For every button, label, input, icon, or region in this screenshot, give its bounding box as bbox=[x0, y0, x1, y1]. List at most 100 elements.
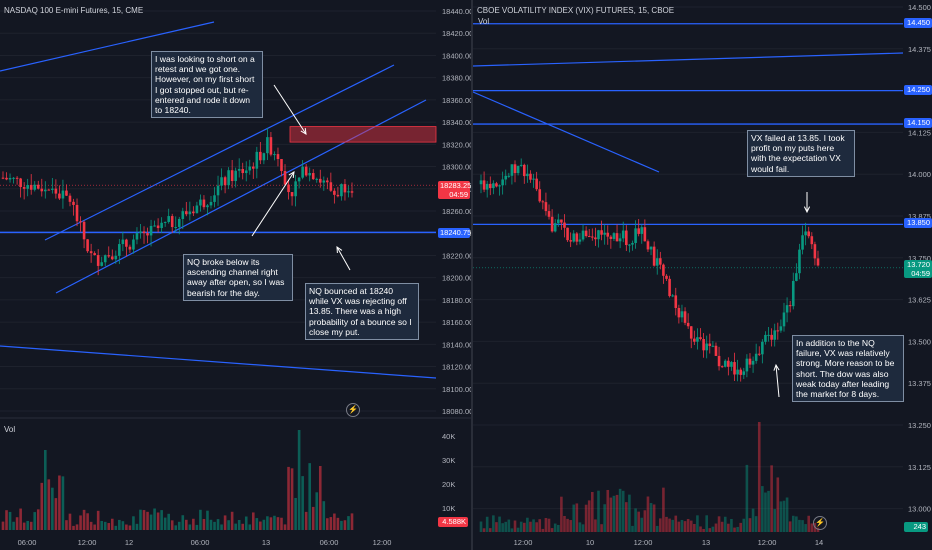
vix-volume-bar bbox=[581, 524, 585, 532]
nq-volume-bar bbox=[244, 516, 248, 530]
panel-divider[interactable] bbox=[471, 0, 473, 550]
vix-candle-body bbox=[612, 233, 616, 239]
vix-candle-body bbox=[526, 173, 529, 177]
nq-price-tick: 18180.00 bbox=[442, 296, 472, 305]
nq-chart-panel[interactable]: 18440.00 18420.00 18400.00 18380.00 18360.00… bbox=[0, 0, 472, 550]
nq-volume-bar bbox=[248, 524, 252, 530]
vix-time-tick: 14 bbox=[815, 538, 823, 547]
vix-chart-canvas[interactable]: 14.500 14.375 14.250 14.125 14.000 13.875 13.7… bbox=[473, 0, 932, 550]
vix-candle-body bbox=[739, 369, 743, 375]
vix-volume-bar bbox=[575, 503, 579, 532]
vix-volume-bar bbox=[606, 489, 610, 532]
vix-candle-body bbox=[575, 233, 579, 242]
nq-candle-body bbox=[29, 185, 33, 190]
nq-volume-bar bbox=[181, 515, 185, 530]
vix-volume-bar bbox=[553, 523, 557, 532]
vix-volume-bar bbox=[699, 526, 702, 532]
nq-time-tick: 12:00 bbox=[373, 538, 392, 547]
nq-chart-canvas[interactable]: 18440.00 18420.00 18400.00 18380.00 18360.00… bbox=[0, 0, 472, 550]
vix-chart-panel[interactable]: 14.500 14.375 14.250 14.125 14.000 13.875 13.7… bbox=[473, 0, 932, 550]
vix-candle-body bbox=[504, 175, 508, 180]
nq-countdown: 04:59 bbox=[449, 190, 468, 199]
vix-volume-bar bbox=[655, 525, 659, 532]
vix-volume-bar bbox=[674, 515, 678, 532]
nq-candle-body bbox=[177, 218, 181, 228]
nq-volume-bar bbox=[273, 515, 276, 530]
vix-candle-body bbox=[720, 366, 724, 368]
nq-volume-tick: 20K bbox=[442, 480, 455, 489]
nq-arrow-bounce bbox=[336, 246, 351, 271]
vix-volume-bar bbox=[612, 495, 616, 532]
nq-volume-bar bbox=[220, 524, 223, 530]
vix-candle-body bbox=[516, 165, 520, 174]
vix-candle-body bbox=[615, 233, 619, 242]
vix-chart-title: CBOE VOLATILITY INDEX (VIX) FUTURES, 15,… bbox=[477, 6, 675, 15]
nq-candle-body bbox=[128, 246, 132, 250]
vix-time-tick: 12:00 bbox=[634, 538, 653, 547]
lightning-icon-vix[interactable]: ⚡ bbox=[813, 516, 827, 530]
vix-volume-bar bbox=[621, 490, 625, 532]
vix-candle-body bbox=[631, 243, 634, 245]
nq-volume-bar bbox=[234, 523, 237, 530]
nq-candle-body bbox=[174, 227, 178, 229]
vix-volume-bar bbox=[720, 521, 724, 532]
vix-volume-bar bbox=[795, 516, 798, 532]
nq-candle-body bbox=[19, 178, 22, 188]
vix-volume-bar bbox=[652, 504, 656, 532]
vix-volume-bar bbox=[538, 519, 542, 532]
nq-volume-bar bbox=[47, 479, 51, 530]
vix-candle-body bbox=[479, 180, 483, 185]
vix-volume-bar bbox=[702, 528, 705, 532]
vix-candle-body bbox=[501, 179, 504, 186]
vix-volume-bar bbox=[708, 528, 712, 532]
vix-volume-bar bbox=[640, 517, 644, 532]
nq-last-volume-tag: 4.588K bbox=[438, 517, 468, 527]
vix-volume-bar bbox=[773, 509, 777, 532]
vix-volume-bar bbox=[767, 490, 770, 532]
vix-volume-bar bbox=[501, 523, 504, 532]
vix-volume-bar bbox=[798, 519, 801, 532]
vix-candle-body bbox=[773, 330, 777, 340]
nq-candle-body bbox=[326, 180, 329, 183]
nq-candle-body bbox=[65, 190, 68, 196]
vix-volume-bar bbox=[535, 522, 538, 532]
nq-volume-bar bbox=[216, 519, 220, 530]
nq-volume-bar bbox=[54, 498, 58, 530]
vix-time-tick: 13 bbox=[702, 538, 710, 547]
nq-candle-body bbox=[118, 244, 121, 256]
vix-volume-bar bbox=[618, 488, 622, 532]
nq-candle-body bbox=[156, 225, 160, 229]
nq-candle-body bbox=[237, 168, 241, 171]
nq-volume-bar bbox=[121, 521, 125, 530]
nq-volume-bar bbox=[185, 519, 188, 530]
nq-price-tick: 18080.00 bbox=[442, 407, 472, 416]
vix-candle-body bbox=[655, 258, 659, 266]
nq-candle-body bbox=[269, 137, 273, 155]
nq-volume-bar bbox=[135, 523, 139, 530]
vix-volume-bar bbox=[550, 528, 554, 532]
nq-volume-bar bbox=[223, 515, 227, 530]
vix-volume-bar bbox=[764, 492, 767, 532]
nq-volume-bar bbox=[255, 518, 259, 530]
nq-candle-body bbox=[202, 199, 206, 208]
vix-candle-body bbox=[659, 258, 662, 265]
vix-candle-body bbox=[640, 227, 644, 234]
nq-price-tick: 18380.00 bbox=[442, 74, 472, 83]
nq-candle-body bbox=[259, 151, 262, 161]
nq-candle-body bbox=[1, 177, 5, 179]
vix-volume-bar bbox=[634, 508, 637, 532]
vix-candle-body bbox=[736, 369, 739, 375]
nq-candle-body bbox=[75, 204, 79, 222]
nq-volume-bar bbox=[340, 520, 343, 530]
nq-volume-bar bbox=[304, 511, 308, 530]
vix-volume-bar bbox=[529, 521, 532, 532]
vix-volume-bar bbox=[801, 520, 804, 532]
note-short-retest: I was looking to short on a retest and w… bbox=[151, 51, 263, 119]
nq-candle-body bbox=[244, 170, 248, 174]
vix-downtrend-line bbox=[473, 91, 660, 173]
nq-candle-body bbox=[223, 177, 227, 186]
vix-candle-body bbox=[594, 237, 597, 240]
nq-candle-body bbox=[139, 231, 142, 234]
nq-candle-body bbox=[68, 195, 72, 202]
lightning-icon[interactable]: ⚡ bbox=[346, 403, 360, 417]
